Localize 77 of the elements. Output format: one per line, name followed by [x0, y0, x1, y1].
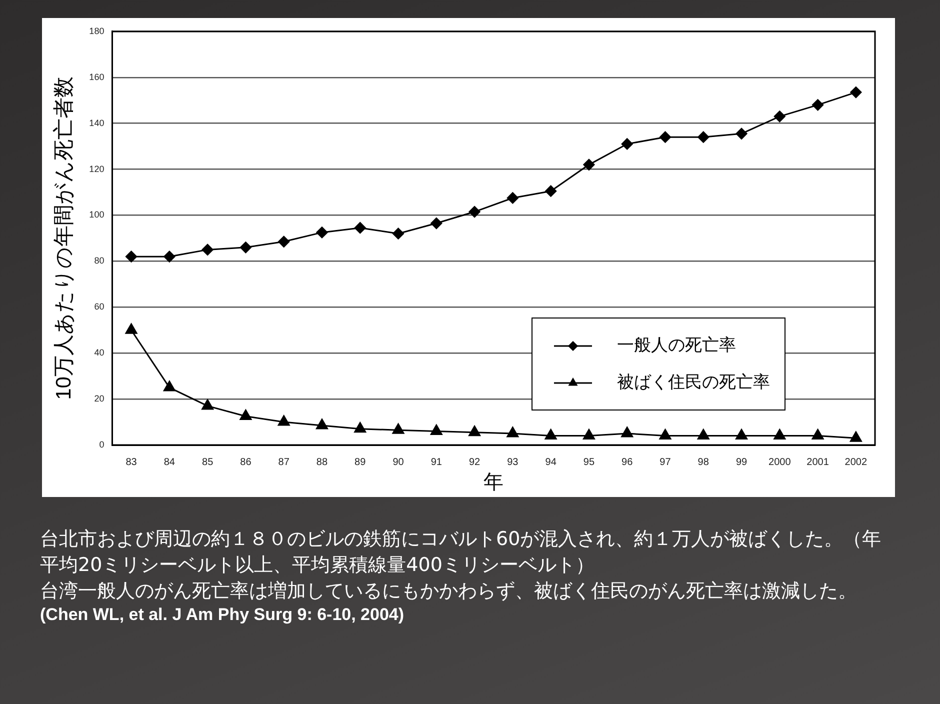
y-axis-title: 10万人あたりの年間がん死亡者数 — [52, 76, 76, 400]
point — [583, 429, 595, 440]
point — [544, 429, 557, 440]
x-tick-label: 95 — [583, 456, 595, 468]
point — [240, 242, 252, 254]
text: 台北市および周辺の約１８０のビルの鉄筋にコバルト60が混入され、約１万人が被ばくした。（年平均20ミリシーベルト以上、平均累積線量400ミリシーベルト） — [40, 527, 882, 578]
point — [697, 429, 710, 440]
point — [621, 426, 634, 438]
point — [468, 206, 480, 218]
x-tick-label: 85 — [202, 456, 214, 468]
x-tick-label: 94 — [545, 456, 557, 468]
point — [506, 426, 519, 438]
point — [659, 131, 671, 143]
y-tick-label: 140 — [89, 118, 104, 128]
point — [354, 422, 366, 433]
legend-label: 一般人の死亡率 — [617, 335, 736, 356]
point — [164, 250, 176, 262]
y-tick-label: 40 — [94, 348, 104, 358]
y-tick-label: 180 — [89, 26, 104, 36]
y-tick-label: 0 — [99, 439, 104, 450]
point — [736, 429, 748, 440]
point — [850, 86, 862, 98]
point — [468, 426, 480, 436]
legend-label: 被ばく住民の死亡率 — [617, 372, 770, 392]
point — [163, 380, 176, 392]
point — [240, 410, 252, 420]
point — [392, 228, 404, 240]
point — [621, 138, 633, 150]
x-tick-label: 86 — [240, 456, 252, 468]
x-tick-label: 99 — [736, 456, 748, 468]
point — [202, 399, 214, 410]
x-tick-label: 98 — [698, 456, 710, 468]
point — [850, 431, 862, 442]
point — [354, 222, 366, 234]
x-tick-label: 93 — [507, 456, 519, 468]
x-tick-label: 92 — [468, 456, 481, 468]
point — [316, 418, 328, 430]
point — [202, 244, 214, 256]
point — [659, 429, 672, 440]
y-tick-label: 60 — [94, 302, 104, 312]
point — [736, 128, 748, 140]
text: (Chen WL, et al. J Am Phy Surg 9: 6-10, 2004) — [40, 604, 406, 626]
point — [125, 323, 138, 334]
x-tick-label: 2001 — [806, 456, 830, 468]
x-tick-label: 91 — [430, 456, 442, 468]
point — [774, 429, 786, 440]
x-tick-label: 2000 — [768, 456, 792, 468]
point — [774, 110, 786, 122]
y-tick-label: 100 — [89, 210, 104, 220]
y-tick-label: 80 — [94, 256, 104, 266]
point — [126, 250, 138, 262]
x-tick-label: 88 — [316, 456, 328, 468]
x-tick-label: 97 — [660, 456, 672, 468]
point — [583, 158, 595, 170]
x-tick-label: 96 — [622, 456, 634, 468]
point — [545, 185, 557, 197]
x-tick-label: 89 — [354, 456, 366, 468]
x-tick-label: 83 — [126, 456, 138, 468]
y-tick-label: 20 — [94, 394, 104, 404]
point — [278, 415, 290, 426]
point — [430, 218, 442, 230]
x-tick-label: 2002 — [844, 456, 868, 468]
point — [316, 226, 328, 238]
x-tick-label: 84 — [164, 456, 176, 468]
point — [392, 423, 404, 434]
x-axis-title: 年 — [484, 472, 504, 494]
point — [506, 192, 518, 204]
point — [278, 236, 290, 248]
x-tick-label: 87 — [278, 456, 290, 468]
text: 台湾一般人のがん死亡率は増加しているにもかかわらず、被ばく住民のがん死亡率は激減した。 — [40, 579, 858, 604]
y-tick-label: 160 — [89, 72, 104, 82]
point — [430, 424, 442, 435]
point — [698, 131, 710, 143]
y-tick-label: 120 — [89, 164, 104, 174]
x-tick-label: 90 — [392, 456, 404, 468]
point — [812, 429, 824, 440]
point — [812, 99, 824, 111]
